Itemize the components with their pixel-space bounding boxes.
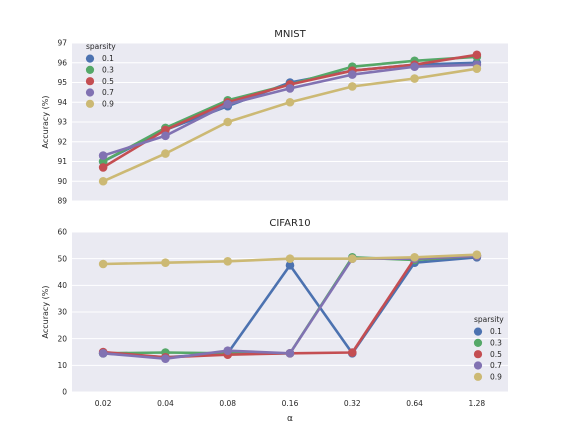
y-tick-label: 30 <box>57 308 67 317</box>
y-tick-label: 91 <box>57 157 67 166</box>
x-tick-label: 0.32 <box>344 399 361 408</box>
data-point-0.7 <box>161 354 170 363</box>
data-point-0.9 <box>410 74 419 83</box>
data-point-0.5 <box>472 50 482 60</box>
data-point-0.9 <box>161 258 170 267</box>
chart-title: CIFAR10 <box>269 218 310 229</box>
legend-label: 0.1 <box>102 54 114 63</box>
data-point-0.9 <box>285 254 295 263</box>
legend-label: 0.3 <box>102 66 114 75</box>
legend-label: 0.5 <box>490 350 502 359</box>
legend-marker-0.1 <box>473 327 483 336</box>
legend-marker-0.9 <box>85 99 95 108</box>
legend-marker-0.7 <box>473 361 483 370</box>
data-point-0.7 <box>223 99 233 109</box>
data-point-0.7 <box>347 70 357 79</box>
data-point-0.7 <box>98 151 108 160</box>
data-point-0.9 <box>347 254 357 263</box>
data-point-0.7 <box>223 346 233 355</box>
y-tick-label: 40 <box>57 281 67 290</box>
y-axis-label: Accuracy (%) <box>41 286 50 339</box>
legend-label: 0.5 <box>102 77 114 86</box>
data-point-0.9 <box>347 82 357 91</box>
legend-label: 0.1 <box>490 327 502 336</box>
y-tick-label: 94 <box>57 98 67 107</box>
data-point-0.7 <box>285 84 295 93</box>
data-point-0.3 <box>98 157 108 166</box>
legend-marker-0.3 <box>85 65 95 74</box>
y-tick-label: 90 <box>57 177 67 186</box>
legend-marker-0.7 <box>85 88 95 97</box>
data-point-0.9 <box>161 149 170 158</box>
x-tick-label: 0.04 <box>157 399 174 408</box>
y-tick-label: 96 <box>57 58 67 67</box>
y-tick-label: 95 <box>57 78 67 87</box>
data-point-0.9 <box>223 257 233 266</box>
data-point-0.9 <box>410 253 419 262</box>
x-axis-label: α <box>287 414 293 424</box>
chart-title: MNIST <box>274 29 306 40</box>
y-tick-label: 10 <box>57 361 67 370</box>
legend-marker-0.9 <box>473 372 483 381</box>
y-axis-label: Accuracy (%) <box>41 96 50 149</box>
x-tick-label: 0.16 <box>282 399 299 408</box>
chart-panel-0: 89 90 91 92 93 94 95 96 97 MNIST Accuracy (%) spars… <box>41 29 508 206</box>
legend-label: 0.7 <box>102 88 114 97</box>
data-point-0.7 <box>161 131 170 141</box>
legend-title: sparsity <box>474 315 504 324</box>
data-point-0.9 <box>98 176 108 186</box>
legend-label: 0.3 <box>490 339 502 348</box>
x-tick-label: 0.02 <box>95 399 112 408</box>
data-point-0.5 <box>161 125 170 135</box>
y-tick-label: 50 <box>57 254 67 263</box>
x-tick-label: 1.28 <box>469 399 486 408</box>
data-point-0.9 <box>98 259 108 269</box>
data-point-0.7 <box>98 349 108 358</box>
legend-marker-0.1 <box>85 54 95 63</box>
data-point-0.7 <box>410 62 419 71</box>
legend-label: 0.9 <box>102 99 114 108</box>
data-point-0.9 <box>472 64 482 73</box>
legend-label: 0.7 <box>490 361 502 370</box>
y-tick-label: 20 <box>57 334 67 343</box>
legend-marker-0.3 <box>473 338 483 347</box>
data-point-0.5 <box>347 348 357 357</box>
x-tick-label: 0.64 <box>406 399 423 408</box>
data-point-0.9 <box>223 117 233 127</box>
data-point-0.7 <box>285 349 295 358</box>
y-tick-label: 60 <box>57 228 67 237</box>
y-tick-label: 93 <box>57 118 67 127</box>
data-point-0.9 <box>285 97 295 107</box>
legend-marker-0.5 <box>85 77 95 86</box>
data-point-0.9 <box>472 250 482 259</box>
legend-marker-0.5 <box>473 350 483 359</box>
y-tick-label: 97 <box>57 39 67 48</box>
legend-title: sparsity <box>86 42 116 51</box>
data-point-0.5 <box>98 163 108 172</box>
data-point-0.1 <box>285 261 295 270</box>
chart-panel-1: 0 10 20 30 40 50 60 CIFAR10 Accuracy (%) 0.02 0.04… <box>41 218 508 424</box>
y-tick-label: 0 <box>62 388 67 397</box>
y-tick-label: 89 <box>57 197 67 206</box>
legend-label: 0.9 <box>490 372 502 381</box>
x-tick-label: 0.08 <box>219 399 236 408</box>
y-tick-label: 92 <box>57 137 67 146</box>
